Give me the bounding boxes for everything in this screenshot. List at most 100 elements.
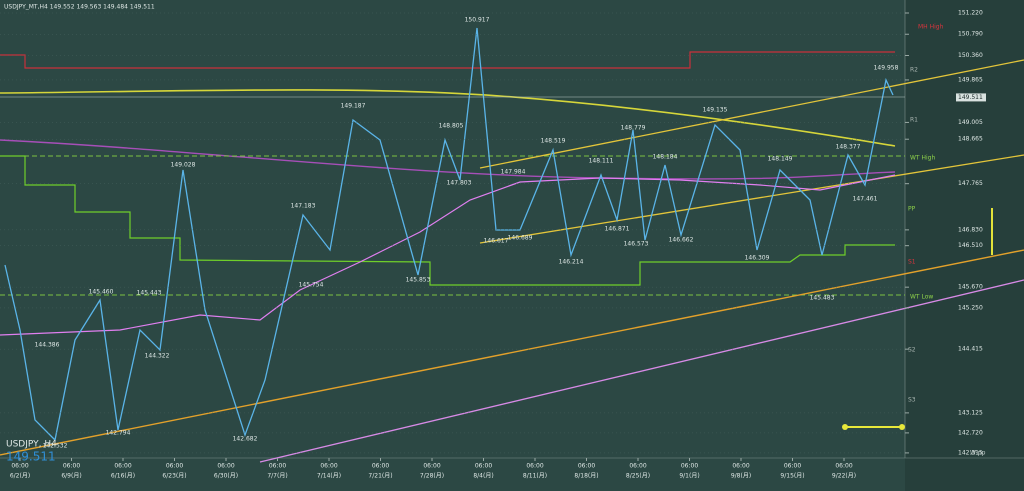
level-label: PP xyxy=(908,206,916,213)
price-annotation: 146.214 xyxy=(559,259,584,266)
price-annotation: 146.689 xyxy=(508,235,533,242)
time-label: 06:00 xyxy=(11,463,28,470)
price-tick-label: 147.765 xyxy=(958,180,983,187)
date-label: 7/28(月) xyxy=(420,473,444,480)
price-annotation: 148.779 xyxy=(621,125,646,132)
date-label: 6/9(月) xyxy=(61,473,81,480)
price-annotation: 146.871 xyxy=(605,226,630,233)
price-annotation: 146.573 xyxy=(624,241,649,248)
price-tick-label: 149.865 xyxy=(958,76,983,83)
ma-long xyxy=(0,89,896,147)
price-tick-label: 145.250 xyxy=(958,304,983,311)
date-label: 7/21(月) xyxy=(368,473,392,480)
price-annotation: 146.617 xyxy=(484,238,509,245)
price-annotation: 146.309 xyxy=(745,255,770,262)
price-axis-panel xyxy=(905,0,1024,491)
date-label: 6/30(月) xyxy=(214,473,238,480)
time-label: 06:00 xyxy=(629,463,646,470)
level-label: R2 xyxy=(910,67,918,74)
time-label: 06:00 xyxy=(578,463,595,470)
price-annotation: 145.460 xyxy=(89,289,114,296)
time-label: 06:00 xyxy=(681,463,698,470)
price-tick-label: 151.220 xyxy=(958,10,983,17)
channel-yellow-top xyxy=(479,59,1024,169)
header: USDJPY_MT,H4 149.552 149.563 149.484 149… xyxy=(4,4,155,11)
time-label: 06:00 xyxy=(423,463,440,470)
price-tick-label: 149.005 xyxy=(958,119,983,126)
date-label: 9/15(月) xyxy=(780,473,804,480)
time-label: 06:00 xyxy=(372,463,389,470)
price-annotation: 142.532 xyxy=(43,443,68,450)
time-label: 06:00 xyxy=(784,463,801,470)
current-price-label: 149.511 xyxy=(958,94,983,101)
watermark-symbol: USDJPY, H4 xyxy=(6,440,57,450)
ruler-end xyxy=(842,424,848,430)
level-label: WT High xyxy=(910,155,935,162)
level-label: S3 xyxy=(908,397,916,404)
time-label: 06:00 xyxy=(475,463,492,470)
ruler-end xyxy=(899,424,905,430)
price-tick-label: 144.415 xyxy=(958,346,983,353)
watermark-price: 149.511 xyxy=(6,450,56,464)
price-annotation: 147.803 xyxy=(447,180,472,187)
level-label: WT Low xyxy=(910,294,933,301)
price-tick-label: 146.830 xyxy=(958,226,983,233)
time-label: 06:00 xyxy=(526,463,543,470)
pivot-step-line xyxy=(0,155,895,286)
time-label: 06:00 xyxy=(63,463,80,470)
price-annotation: 149.028 xyxy=(171,162,196,169)
date-label: 6/23(月) xyxy=(162,473,186,480)
time-label: 06:00 xyxy=(320,463,337,470)
level-label: S2 xyxy=(908,347,916,354)
level-label: S1 xyxy=(908,259,916,266)
price-annotation: 148.184 xyxy=(653,154,678,161)
date-label: 6/16(月) xyxy=(111,473,135,480)
channel-orange xyxy=(0,249,1024,456)
price-annotation: 146.662 xyxy=(669,237,694,244)
price-annotation: 149.187 xyxy=(341,103,366,110)
price-annotation: 144.322 xyxy=(145,353,170,360)
time-label: 06:00 xyxy=(269,463,286,470)
date-label: 8/4(月) xyxy=(473,473,493,480)
date-label: 7/7(月) xyxy=(267,473,287,480)
price-annotation: 148.519 xyxy=(541,138,566,145)
price-annotation: 147.984 xyxy=(501,169,526,176)
price-annotation: 142.682 xyxy=(233,436,258,443)
ma-pink-step xyxy=(0,174,896,336)
time-label: 06:00 xyxy=(732,463,749,470)
price-annotation: 149.958 xyxy=(874,65,899,72)
date-label: 6/2(月) xyxy=(10,473,30,480)
level-label: MH High xyxy=(918,24,944,31)
price-annotation: 145.483 xyxy=(810,295,835,302)
channel-yellow-bottom xyxy=(479,154,1024,244)
price-annotation: 145.754 xyxy=(299,282,324,289)
date-label: 8/25(月) xyxy=(626,473,650,480)
price-tick-label: 146.510 xyxy=(958,242,983,249)
price-annotation: 144.386 xyxy=(35,342,60,349)
price-annotation: 150.917 xyxy=(465,17,490,24)
price-tick-label: 150.360 xyxy=(958,52,983,59)
price-tick-label: 143.125 xyxy=(958,409,983,416)
level-label: W-pp xyxy=(970,450,986,457)
price-annotation: 148.377 xyxy=(836,144,861,151)
current-price-box xyxy=(956,93,986,102)
price-annotation: 148.805 xyxy=(439,123,464,130)
price-tick-label: 150.790 xyxy=(958,31,983,38)
date-label: 9/22(月) xyxy=(832,473,856,480)
price-tick-label: 145.670 xyxy=(958,284,983,291)
time-label: 06:00 xyxy=(166,463,183,470)
time-label: 06:00 xyxy=(835,463,852,470)
price-annotation: 148.149 xyxy=(768,156,793,163)
price-annotation: 142.794 xyxy=(106,430,131,437)
date-label: 7/14(月) xyxy=(317,473,341,480)
price-annotation: 145.853 xyxy=(406,277,431,284)
date-label: 9/1(月) xyxy=(679,473,699,480)
level-label: R1 xyxy=(910,117,918,124)
date-label: 8/18(月) xyxy=(574,473,598,480)
price-tick-label: 142.315 xyxy=(958,449,983,456)
price-path xyxy=(4,27,894,442)
channel-purple xyxy=(259,279,1024,463)
price-tick-label: 142.720 xyxy=(958,429,983,436)
price-annotation: 147.461 xyxy=(853,196,878,203)
